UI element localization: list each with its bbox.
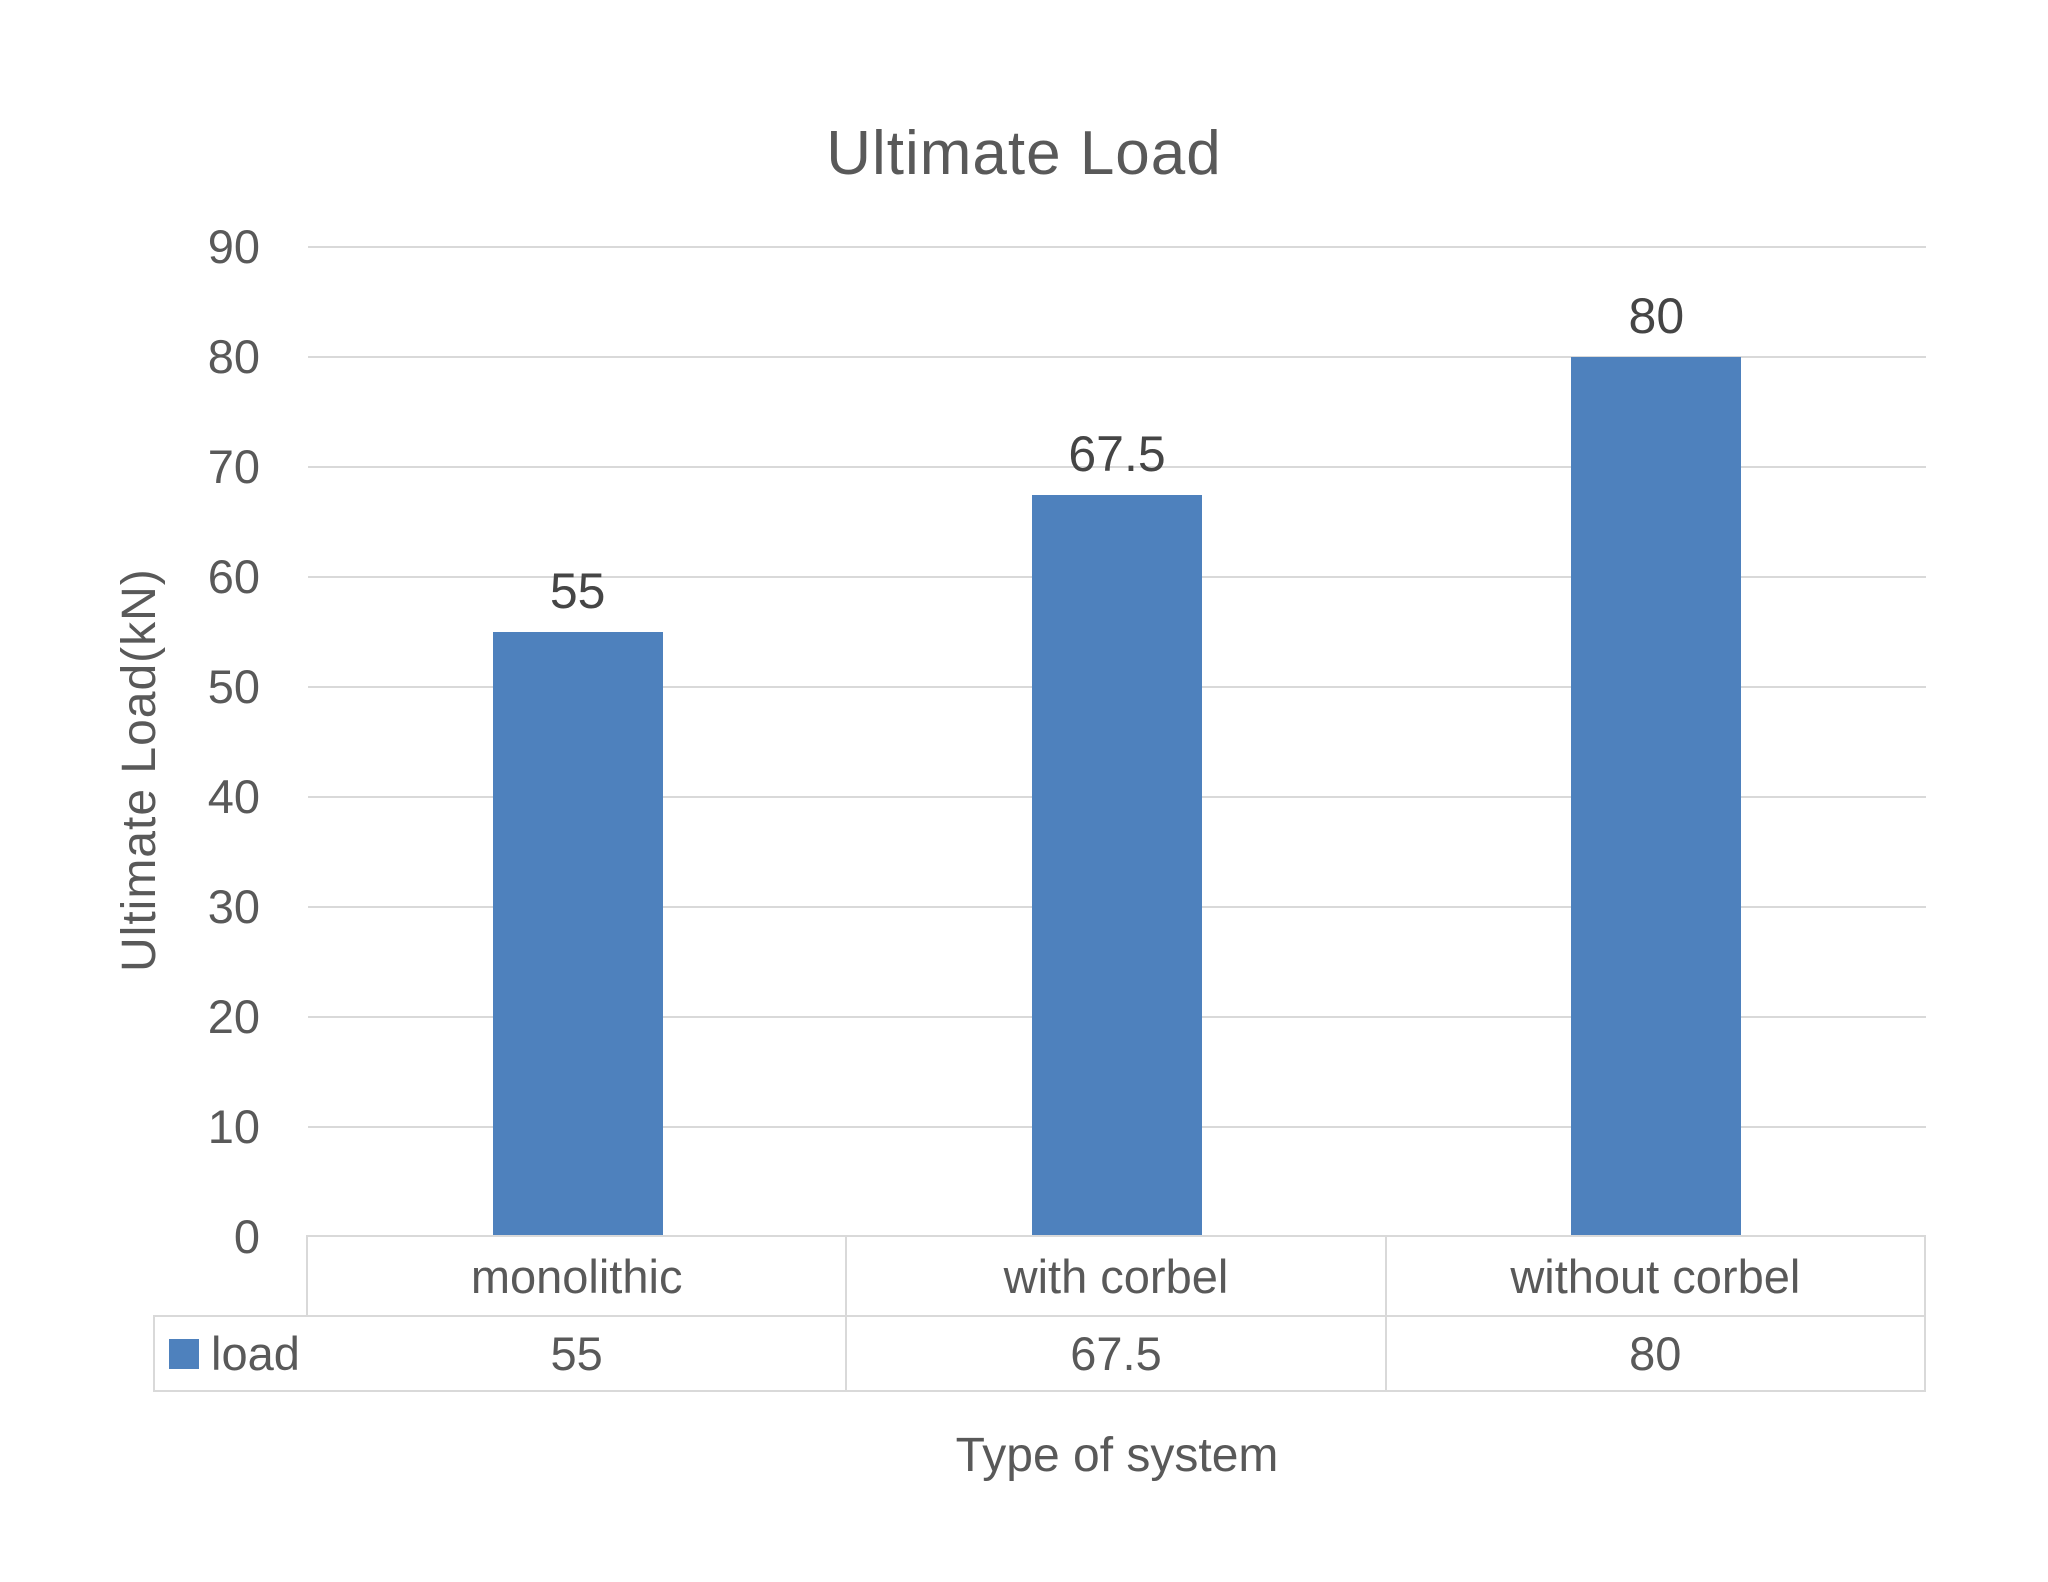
bar-data-label: 67.5 — [1068, 425, 1166, 482]
legend-color-swatch-icon — [169, 1338, 199, 1369]
y-tick-label-60: 60 — [207, 550, 260, 603]
gridline-y70 — [308, 466, 1926, 468]
data-table: monolithic with corbel without corbel 55 67.… — [306, 1235, 1926, 1392]
gridline-y80 — [308, 356, 1926, 358]
legend-cell: load — [153, 1315, 310, 1392]
y-tick-label-70: 70 — [207, 440, 260, 493]
bar-monolithic — [492, 632, 663, 1237]
table-category-cell: with corbel — [847, 1237, 1385, 1315]
x-axis-title: Type of system — [955, 1429, 1279, 1482]
table-value-cell: 67.5 — [847, 1317, 1385, 1390]
table-category-cell: monolithic — [308, 1237, 846, 1315]
gridline-y90 — [308, 246, 1926, 248]
y-tick-label-0: 0 — [233, 1210, 260, 1263]
y-tick-label-30: 30 — [207, 880, 260, 933]
y-tick-label-10: 10 — [207, 1100, 260, 1153]
bar-without-corbel — [1571, 357, 1742, 1237]
bar-data-label: 55 — [549, 563, 606, 619]
y-tick-label-40: 40 — [207, 770, 260, 823]
y-tick-label-80: 80 — [207, 330, 260, 383]
y-tick-label-20: 20 — [207, 990, 260, 1043]
table-category-cell: without corbel — [1386, 1237, 1924, 1315]
bar-with-corbel — [1032, 494, 1202, 1237]
chart-title: Ultimate Load — [826, 119, 1222, 188]
bar-data-label: 80 — [1628, 288, 1685, 344]
y-tick-label-90: 90 — [207, 220, 260, 273]
legend-series-label: load — [211, 1327, 300, 1380]
plot-area: 55 67.5 80 — [308, 246, 1926, 1238]
y-tick-label-50: 50 — [207, 660, 260, 713]
table-value-cell: 55 — [308, 1317, 846, 1390]
table-value-cell: 80 — [1386, 1317, 1924, 1390]
